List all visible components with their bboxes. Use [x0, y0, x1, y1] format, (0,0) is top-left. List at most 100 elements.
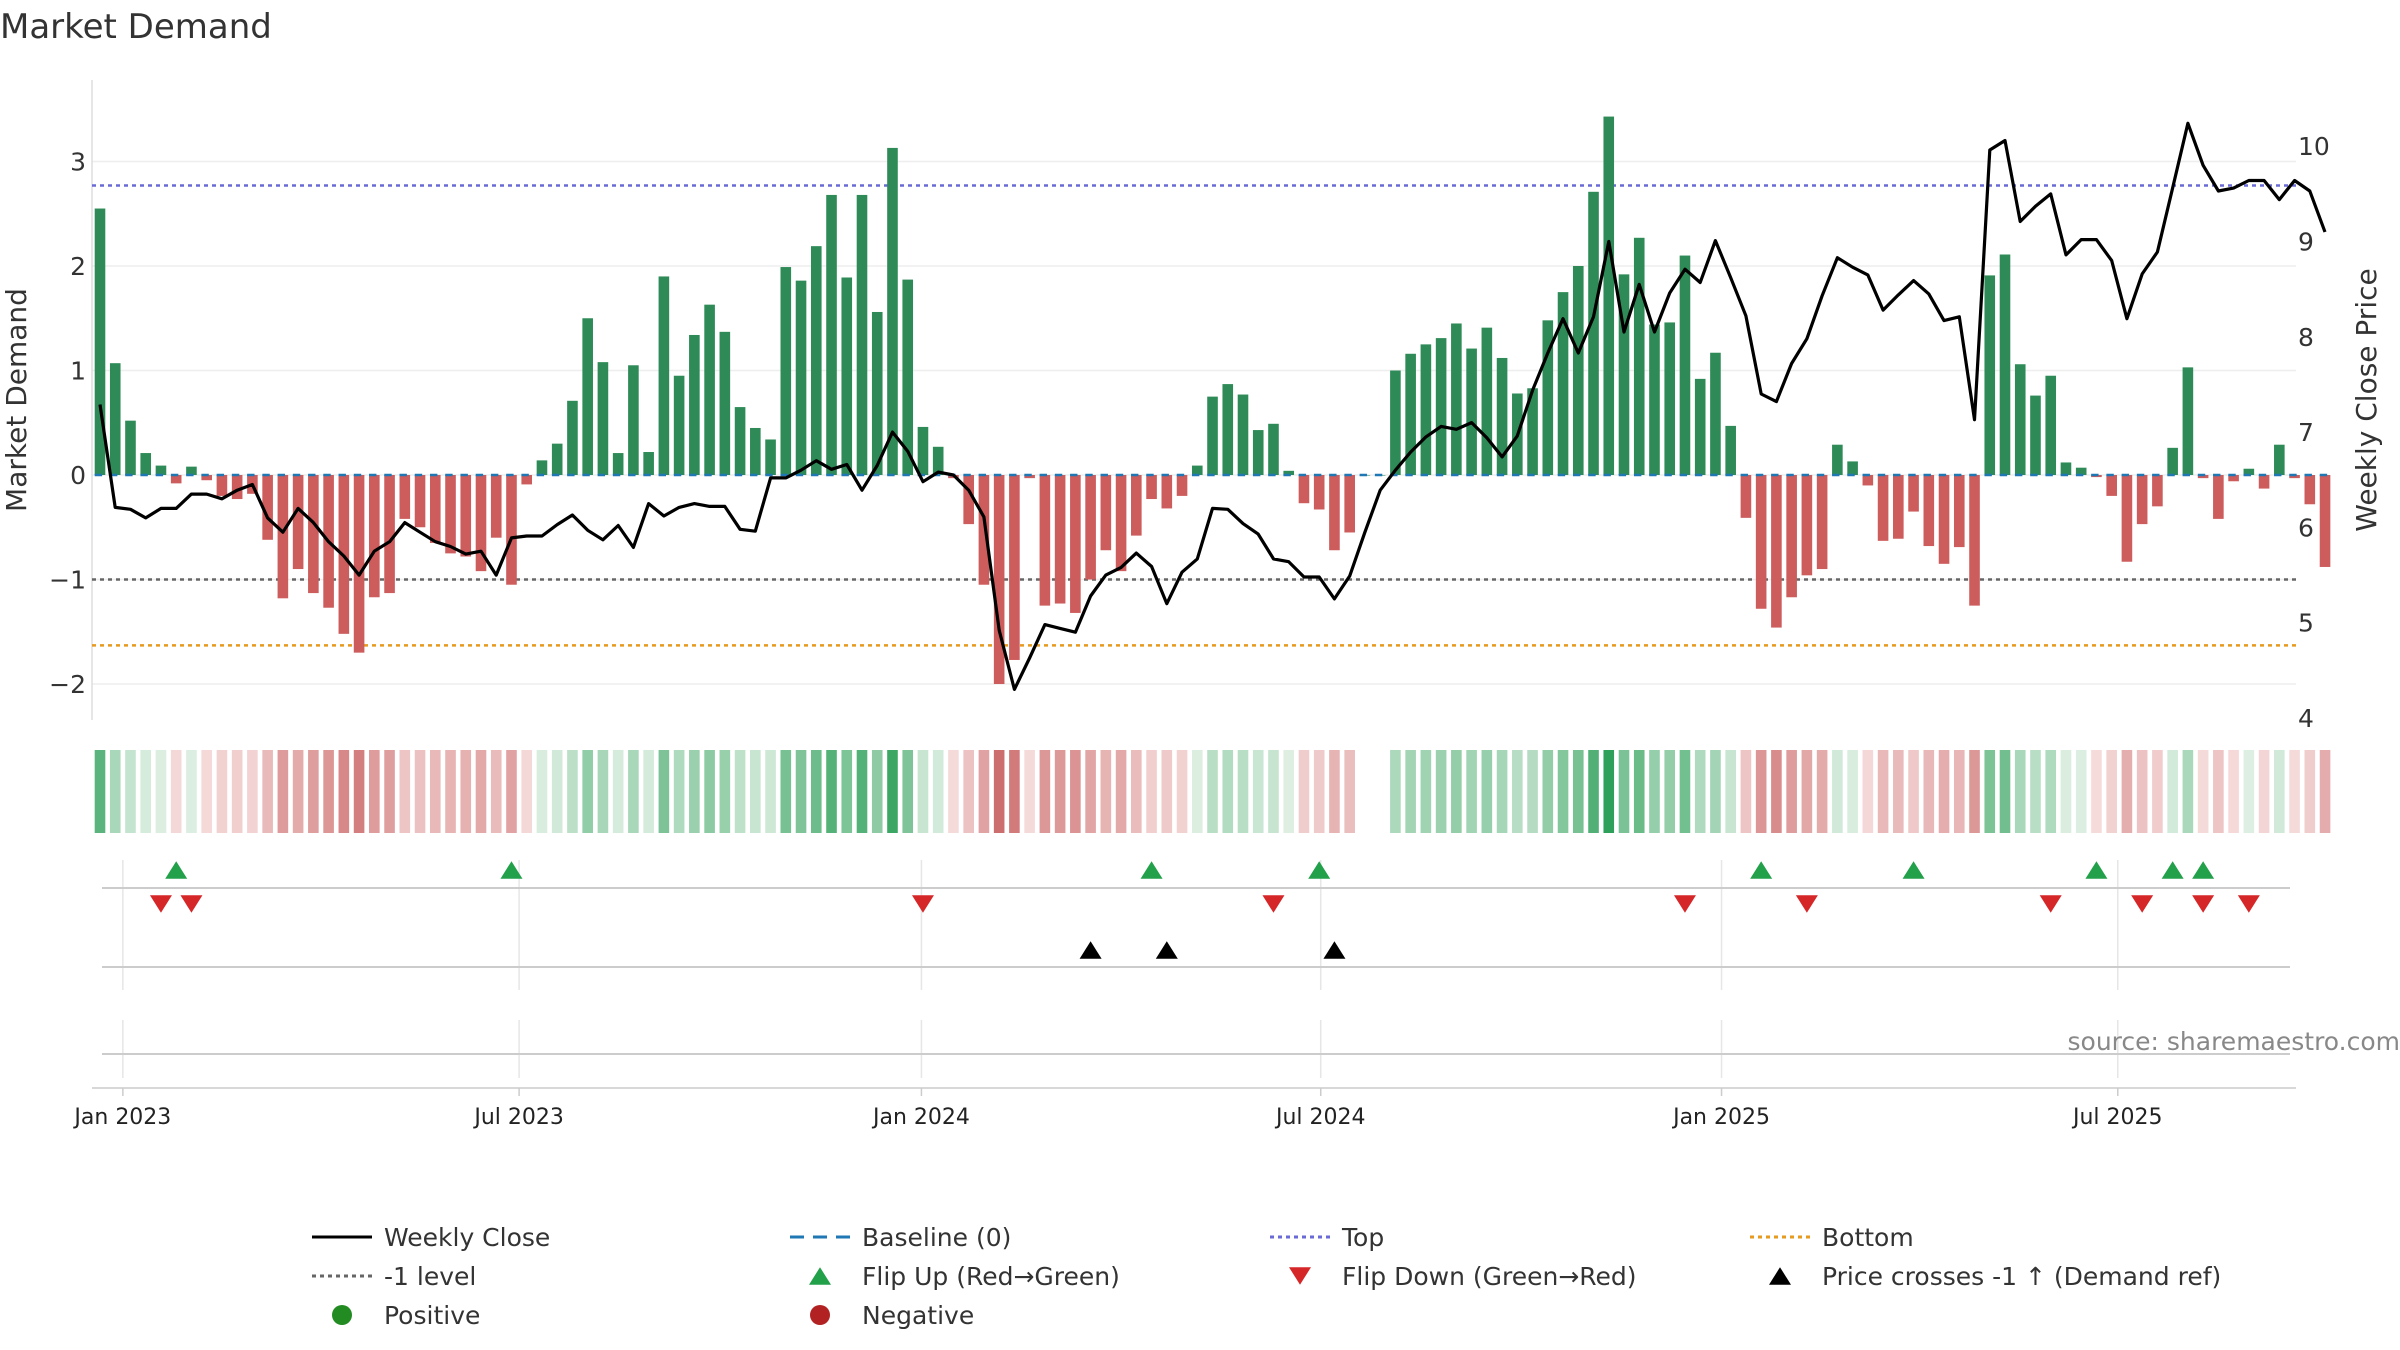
legend-label: Flip Up (Red→Green) [862, 1262, 1120, 1291]
demand-bar [1969, 475, 1980, 606]
demand-bar [1603, 116, 1615, 475]
heat-cell [1481, 750, 1493, 833]
demand-bar [2030, 395, 2041, 475]
right-tick-label: 9 [2298, 228, 2314, 257]
heat-cell [186, 750, 197, 833]
demand-bar [2167, 447, 2178, 475]
heat-cell [1633, 750, 1645, 833]
heat-cell [506, 750, 517, 833]
legend-label: Price crosses -1 ↑ (Demand ref) [1822, 1262, 2221, 1291]
heat-cell [1405, 750, 1416, 833]
demand-bar [475, 475, 487, 572]
heat-cell [170, 750, 182, 833]
heat-cell [1420, 750, 1432, 833]
heat-cell [1222, 750, 1234, 833]
demand-bar [1207, 396, 1218, 475]
heat-cell [277, 750, 289, 833]
heat-cell [2091, 750, 2102, 833]
heat-cell [201, 750, 212, 833]
demand-bar [506, 475, 517, 585]
heat-cell [1344, 750, 1355, 833]
heat-cell [810, 750, 822, 833]
legend-item: Baseline (0) [790, 1223, 1011, 1252]
heat-cell [308, 750, 319, 833]
demand-bar [658, 276, 670, 475]
left-tick-label: −2 [49, 670, 86, 699]
demand-bar [1847, 461, 1858, 475]
heat-cell [1176, 750, 1188, 833]
heat-cell [1268, 750, 1279, 833]
legend-label: Baseline (0) [862, 1223, 1011, 1252]
demand-bar [231, 475, 243, 500]
heat-cell [551, 750, 563, 833]
legend-item: Price crosses -1 ↑ (Demand ref) [1769, 1262, 2221, 1291]
heat-cell [1984, 750, 1996, 833]
demand-bar [551, 443, 563, 475]
heat-cell [1131, 750, 1142, 833]
legend-item: Negative [810, 1301, 974, 1330]
legend-swatch-tri-up [809, 1267, 831, 1285]
demand-bar [1679, 255, 1691, 475]
heat-cell [475, 750, 487, 833]
heat-cell [338, 750, 350, 833]
legend-item: Flip Down (Green→Red) [1289, 1262, 1637, 1291]
left-axis-label: Market Demand [0, 288, 33, 512]
heat-cell [231, 750, 243, 833]
demand-bar [308, 475, 319, 594]
heat-cell [1908, 750, 1919, 833]
demand-bar [2136, 475, 2148, 525]
heat-cell [2274, 750, 2285, 833]
demand-bar [1405, 353, 1416, 475]
heat-cell [125, 750, 136, 833]
flip-up-marker [2085, 861, 2108, 879]
heat-cell [2106, 750, 2117, 833]
demand-bar [1832, 444, 1843, 475]
heat-cell [1527, 750, 1538, 833]
demand-bar [521, 475, 533, 485]
demand-bar [1054, 475, 1066, 604]
demand-bar [582, 318, 593, 475]
demand-bar [993, 475, 1005, 684]
demand-bar [1222, 384, 1234, 475]
flip-down-marker [1262, 895, 1285, 913]
heat-cell [1039, 750, 1051, 833]
signal-rows [102, 887, 2290, 1055]
heat-cell [993, 750, 1005, 833]
demand-bar [826, 194, 837, 475]
demand-bar [1252, 430, 1264, 475]
heat-cell [1435, 750, 1447, 833]
demand-bar [429, 475, 441, 543]
demand-bar [1298, 475, 1310, 504]
heat-cell [2243, 750, 2255, 833]
demand-bar [765, 439, 776, 475]
demand-bar [963, 475, 974, 525]
price-cross-marker [1155, 941, 1178, 959]
demand-bar [628, 365, 639, 475]
demand-bar [597, 362, 609, 475]
heat-cell [1618, 750, 1630, 833]
demand-bar [1024, 475, 1035, 479]
heat-cell [1237, 750, 1249, 833]
demand-bar [460, 475, 472, 557]
flip-down-marker [1673, 895, 1696, 913]
heat-cell [841, 750, 853, 833]
legend-swatch-tri-up [1769, 1267, 1791, 1285]
heat-cell [948, 750, 959, 833]
x-tick-label: Jul 2024 [1274, 1105, 1366, 1130]
legend-label: Top [1341, 1223, 1384, 1252]
heat-cell [1283, 750, 1295, 833]
demand-bar [2213, 475, 2224, 519]
demand-bar [780, 267, 792, 475]
demand-bar [1496, 357, 1508, 475]
heat-cell [1054, 750, 1066, 833]
demand-bar [1771, 475, 1782, 628]
heat-cell [1100, 750, 1112, 833]
demand-bar [1633, 237, 1645, 475]
heat-cell [1161, 750, 1173, 833]
flip-markers [149, 861, 2260, 913]
heat-cell [719, 750, 731, 833]
flip-up-marker [1750, 861, 1773, 879]
demand-bar [2243, 468, 2255, 475]
heat-cell [871, 750, 883, 833]
demand-bar [689, 334, 700, 475]
